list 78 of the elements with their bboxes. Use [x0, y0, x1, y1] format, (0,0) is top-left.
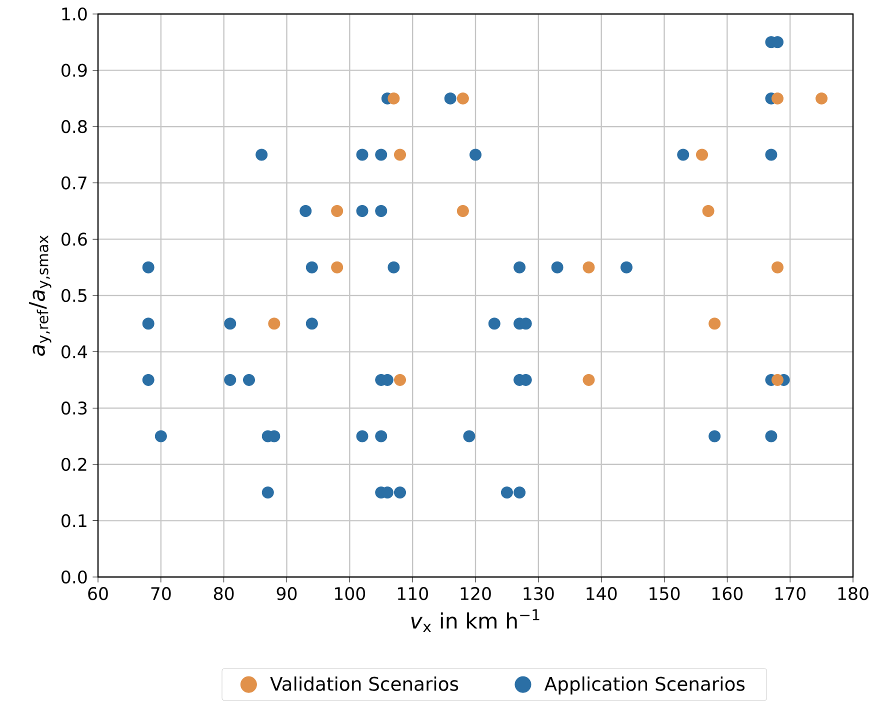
point: [268, 318, 280, 330]
x-axis-title: v$_{x}$ in km h$^{−1}$: [411, 609, 540, 632]
y-tick-label: 0.8: [62, 120, 87, 134]
y-tick-label: 1.0: [62, 7, 87, 21]
point: [375, 430, 388, 442]
x-tick-label: 80: [214, 587, 234, 600]
point: [456, 205, 469, 218]
x-tick-label: 60: [88, 587, 108, 600]
point: [154, 430, 167, 442]
point: [142, 318, 154, 330]
point: [582, 374, 595, 386]
point: [394, 486, 406, 499]
point: [456, 92, 469, 104]
y-axis-title: a$_{y,ref}$/a$_{y,smax}$: [29, 235, 52, 356]
x-tick-label: 120: [460, 587, 491, 600]
point: [224, 318, 236, 330]
y-tick-label: 0.5: [62, 288, 86, 302]
point: [772, 92, 784, 104]
point: [765, 148, 778, 161]
point: [331, 205, 344, 218]
point: [142, 261, 154, 274]
point: [356, 205, 368, 218]
point: [772, 261, 784, 274]
point: [470, 148, 482, 161]
point: [702, 205, 714, 218]
y-tick-label: 0.3: [62, 402, 87, 415]
x-tick-label: 90: [276, 587, 297, 600]
point: [300, 205, 312, 218]
x-tick-label: 130: [524, 587, 554, 600]
point: [444, 92, 456, 104]
point: [696, 148, 708, 161]
point: [262, 486, 274, 499]
x-tick-label: 140: [586, 587, 617, 600]
point: [388, 261, 400, 274]
y-tick-label: 0.4: [62, 345, 87, 358]
point: [488, 318, 500, 330]
point: [375, 148, 388, 161]
point: [306, 261, 318, 274]
point: [356, 430, 368, 442]
point: [142, 374, 154, 386]
point: [620, 261, 633, 274]
point: [514, 486, 526, 499]
point: [514, 261, 526, 274]
point: [394, 374, 406, 386]
point: [394, 148, 406, 161]
x-tick-label: 180: [838, 587, 868, 600]
y-tick-label: 0.1: [62, 514, 86, 528]
point: [765, 430, 778, 442]
x-tick-label: 100: [335, 587, 366, 600]
point: [306, 318, 318, 330]
point: [356, 148, 368, 161]
x-tick-label: 160: [712, 587, 743, 600]
x-tick-label: 110: [398, 587, 428, 600]
x-tick-label: 150: [650, 587, 680, 600]
y-tick-label: 0.2: [62, 458, 86, 471]
point: [677, 148, 690, 161]
legend-label: Application Scenarios: [544, 676, 745, 695]
x-tick-label: 70: [151, 587, 171, 600]
point: [243, 374, 256, 386]
y-tick-label: 0.9: [62, 64, 87, 77]
point: [388, 92, 400, 104]
point: [708, 430, 721, 442]
point: [772, 374, 784, 386]
point: [816, 92, 828, 104]
legend-label: Validation Scenarios: [270, 676, 458, 691]
point: [463, 430, 476, 442]
point: [582, 261, 595, 274]
point: [708, 318, 721, 330]
y-tick-label: 0.0: [62, 570, 87, 584]
point: [551, 261, 564, 274]
point: [375, 205, 388, 218]
point: [256, 148, 268, 161]
x-tick-label: 170: [775, 587, 806, 600]
point: [224, 374, 236, 386]
y-tick-label: 0.6: [62, 232, 87, 246]
point: [331, 261, 344, 274]
y-tick-label: 0.7: [62, 176, 86, 190]
point: [500, 486, 513, 499]
